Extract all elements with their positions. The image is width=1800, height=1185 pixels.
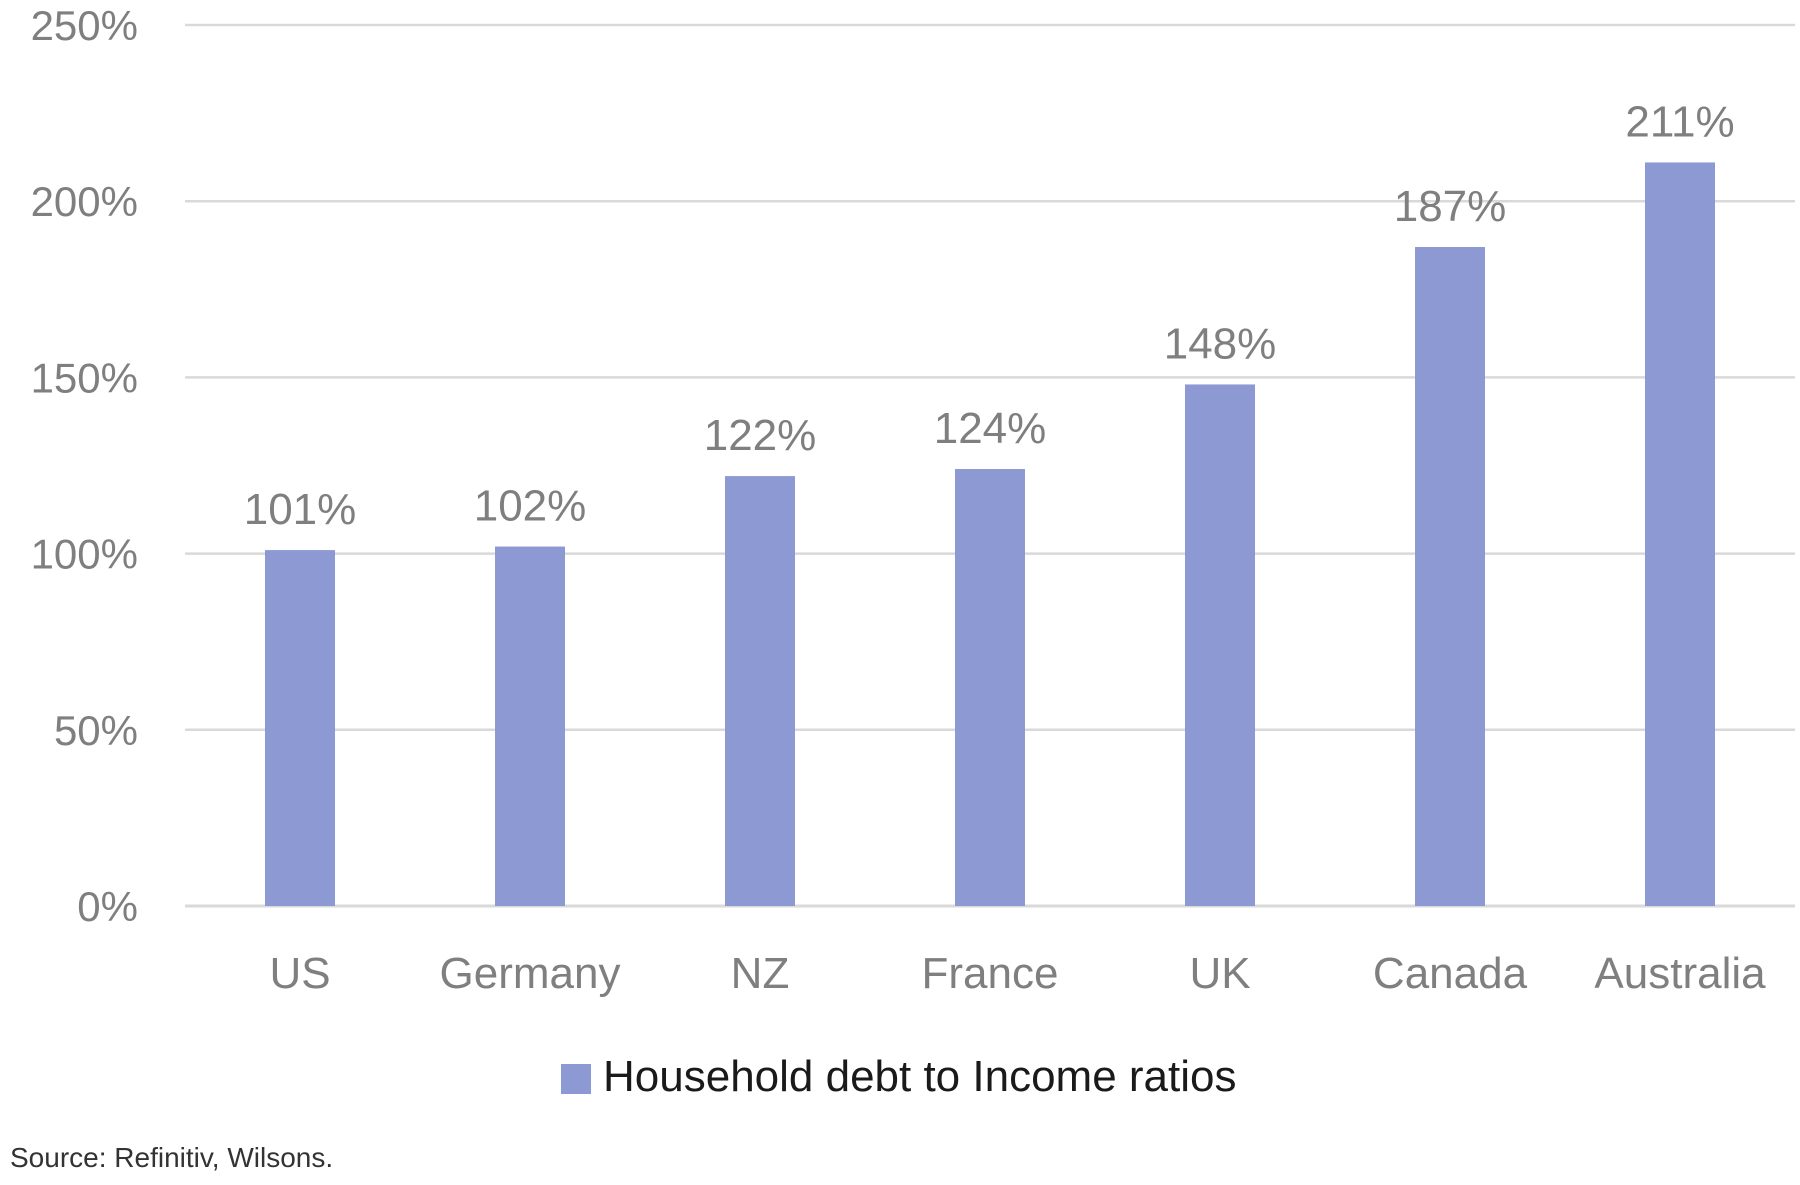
bar-uk [1185, 384, 1255, 906]
x-tick-label-germany: Germany [440, 949, 621, 998]
source-note: Source: Refinitiv, Wilsons. [10, 1142, 334, 1173]
data-labels: 101% 102% 122% 124% 148% 187% 211% [244, 97, 1735, 534]
data-label-uk: 148% [1164, 319, 1277, 368]
y-tick-label: 200% [31, 178, 138, 225]
data-label-france: 124% [934, 404, 1047, 453]
y-tick-label: 150% [31, 354, 138, 401]
data-label-us: 101% [244, 485, 357, 534]
x-tick-label-uk: UK [1189, 949, 1250, 998]
data-label-canada: 187% [1394, 182, 1507, 231]
data-label-nz: 122% [704, 411, 817, 460]
data-label-australia: 211% [1625, 97, 1734, 146]
y-tick-label: 50% [54, 707, 138, 754]
bar-france [955, 469, 1025, 906]
y-tick-label: 0% [77, 883, 138, 930]
bar-canada [1415, 247, 1485, 907]
bar-germany [495, 546, 565, 906]
x-tick-label-australia: Australia [1594, 949, 1766, 998]
y-axis-tick-labels: 0% 50% 100% 150% 200% 250% [31, 2, 138, 930]
bar-nz [725, 476, 795, 906]
bar-australia [1645, 162, 1715, 906]
legend-label: Household debt to Income ratios [603, 1052, 1237, 1101]
x-tick-label-canada: Canada [1373, 949, 1528, 998]
data-label-germany: 102% [474, 482, 587, 531]
x-tick-label-nz: NZ [731, 949, 790, 998]
x-tick-label-france: France [922, 949, 1059, 998]
x-tick-label-us: US [269, 949, 330, 998]
y-tick-label: 250% [31, 2, 138, 49]
y-tick-label: 100% [31, 531, 138, 578]
legend: Household debt to Income ratios [561, 1052, 1237, 1101]
bars [265, 162, 1715, 907]
x-axis-category-labels: US Germany NZ France UK Canada Australia [269, 949, 1766, 998]
legend-swatch [561, 1064, 591, 1094]
bar-us [265, 550, 335, 906]
